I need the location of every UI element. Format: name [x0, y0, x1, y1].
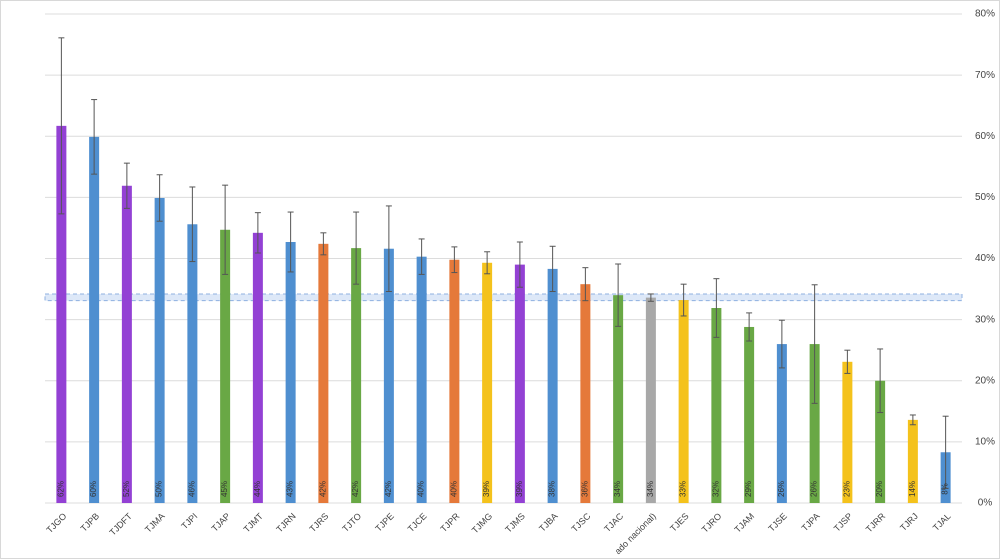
value-label: 60%	[89, 481, 98, 497]
y-tick-label: 40%	[975, 253, 995, 264]
value-label: 38%	[548, 481, 557, 497]
bar	[645, 297, 656, 503]
bar	[154, 197, 165, 503]
bar	[285, 241, 296, 503]
value-label: 62%	[56, 481, 65, 497]
y-tick-label: 10%	[975, 437, 995, 448]
bar	[252, 232, 263, 503]
value-label: 39%	[515, 481, 524, 497]
bar	[89, 136, 100, 503]
bar	[875, 380, 886, 503]
bar	[56, 125, 67, 503]
value-label: 39%	[482, 481, 491, 497]
value-label: 26%	[810, 481, 819, 497]
value-label: 26%	[777, 481, 786, 497]
value-label: 45%	[220, 481, 229, 497]
value-label: 23%	[842, 481, 851, 497]
y-tick-label: 20%	[975, 375, 995, 386]
value-label: 50%	[155, 481, 164, 497]
bar	[809, 344, 820, 503]
bar	[547, 268, 558, 503]
bar	[383, 248, 394, 503]
bar	[514, 264, 525, 503]
value-label: 44%	[253, 481, 262, 497]
value-label: 40%	[417, 481, 426, 497]
bar	[678, 300, 689, 503]
y-tick-label: 70%	[975, 70, 995, 81]
y-tick-label: 60%	[975, 131, 995, 142]
value-label: 36%	[580, 481, 589, 497]
value-label: 29%	[744, 481, 753, 497]
bar	[416, 256, 427, 503]
value-label: 40%	[449, 481, 458, 497]
reference-band	[44, 293, 963, 302]
bar	[187, 224, 198, 503]
value-label: 14%	[908, 481, 917, 497]
bar	[744, 326, 755, 503]
bar	[580, 284, 591, 503]
value-label: 32%	[711, 481, 720, 497]
value-label: 8%	[941, 483, 950, 495]
value-label: 52%	[122, 481, 131, 497]
bar	[613, 295, 624, 503]
bar	[121, 185, 132, 504]
y-tick-label: 30%	[975, 314, 995, 325]
value-label: 34%	[613, 481, 622, 497]
bar	[318, 243, 329, 503]
bar	[842, 361, 853, 503]
bar	[351, 248, 362, 503]
value-label: 42%	[318, 481, 327, 497]
bar	[449, 259, 460, 503]
value-label: 43%	[286, 481, 295, 497]
bar	[482, 262, 493, 503]
y-tick-label: 0%	[978, 498, 993, 509]
y-tick-label: 80%	[975, 9, 995, 20]
value-label: 33%	[679, 481, 688, 497]
value-label: 46%	[187, 481, 196, 497]
value-label: 42%	[384, 481, 393, 497]
bar	[907, 419, 918, 503]
value-label: 20%	[875, 481, 884, 497]
bar	[711, 308, 722, 503]
y-tick-label: 50%	[975, 192, 995, 203]
bar	[776, 344, 787, 503]
bar	[220, 229, 231, 504]
value-label: 42%	[351, 481, 360, 497]
value-label: 34%	[646, 481, 655, 497]
